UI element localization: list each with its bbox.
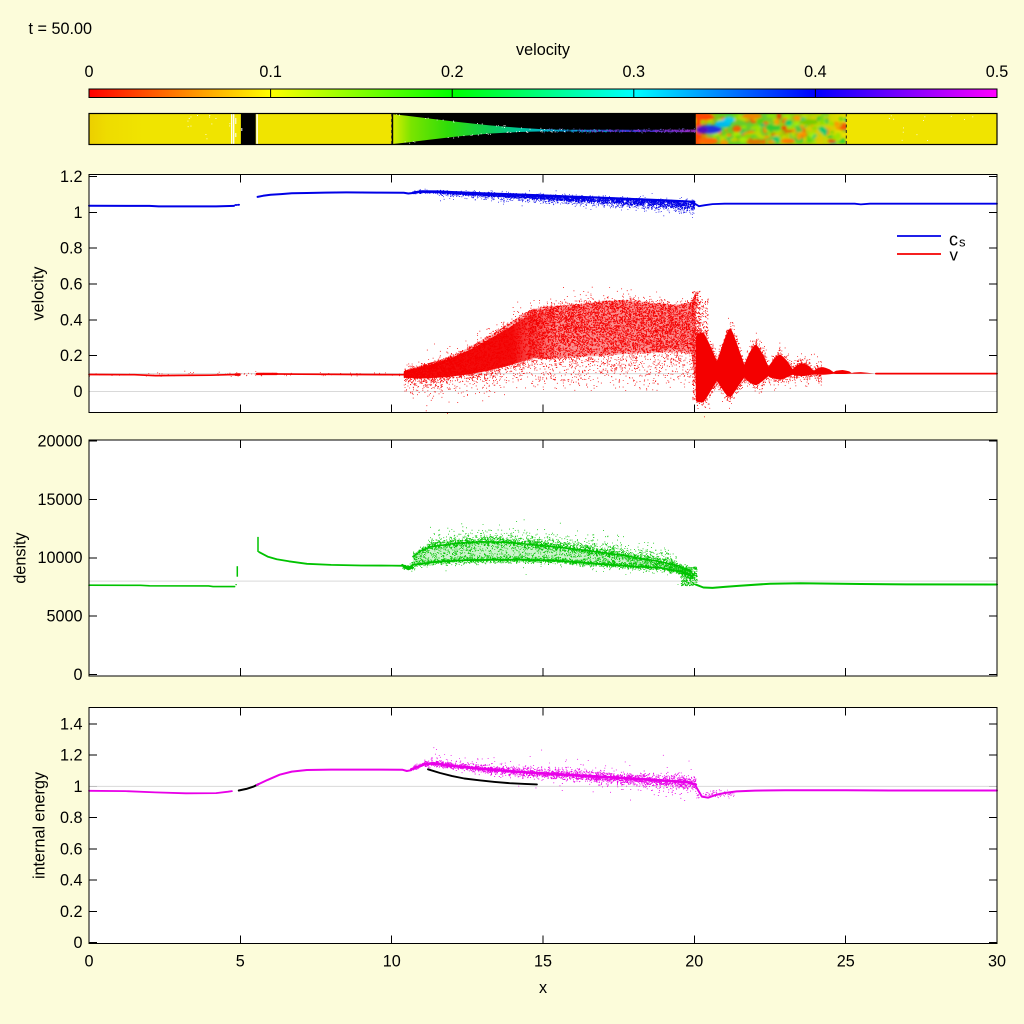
svg-text:x: x (539, 979, 547, 997)
svg-text:5000: 5000 (46, 608, 82, 626)
svg-text:0.3: 0.3 (623, 63, 646, 81)
svg-text:25: 25 (837, 953, 855, 971)
svg-text:10000: 10000 (37, 549, 82, 567)
svg-text:0: 0 (73, 666, 82, 684)
svg-text:0: 0 (84, 63, 93, 81)
svg-text:1: 1 (73, 778, 82, 796)
svg-text:t = 50.00: t = 50.00 (29, 20, 92, 38)
svg-text:s: s (959, 235, 966, 250)
svg-text:v: v (950, 246, 959, 265)
svg-text:0.8: 0.8 (60, 240, 83, 258)
svg-text:0.4: 0.4 (60, 872, 83, 890)
svg-text:0.6: 0.6 (60, 840, 83, 858)
svg-text:10: 10 (383, 953, 401, 971)
svg-text:velocity: velocity (516, 41, 571, 59)
svg-text:0.2: 0.2 (60, 347, 83, 365)
svg-text:density: density (12, 531, 30, 583)
svg-text:0.4: 0.4 (804, 63, 827, 81)
svg-text:0.8: 0.8 (60, 809, 83, 827)
svg-text:0.4: 0.4 (60, 311, 83, 329)
svg-text:20000: 20000 (37, 433, 82, 451)
svg-text:0.2: 0.2 (60, 903, 83, 921)
svg-text:15: 15 (534, 953, 552, 971)
svg-text:0.2: 0.2 (441, 63, 464, 81)
svg-text:1.2: 1.2 (60, 168, 83, 186)
svg-text:1.2: 1.2 (60, 747, 83, 765)
svg-text:0: 0 (73, 934, 82, 952)
svg-text:20: 20 (685, 953, 703, 971)
svg-text:0.6: 0.6 (60, 276, 83, 294)
svg-text:15000: 15000 (37, 491, 82, 509)
svg-text:0: 0 (73, 383, 82, 401)
svg-text:5: 5 (236, 953, 245, 971)
svg-text:30: 30 (988, 953, 1006, 971)
svg-text:internal energy: internal energy (31, 771, 49, 879)
svg-text:0.1: 0.1 (259, 63, 282, 81)
svg-text:1.4: 1.4 (60, 716, 83, 734)
svg-text:velocity: velocity (30, 266, 48, 321)
svg-text:1: 1 (73, 204, 82, 222)
svg-text:0: 0 (84, 953, 93, 971)
svg-text:c: c (949, 230, 958, 250)
svg-text:0.5: 0.5 (986, 63, 1009, 81)
